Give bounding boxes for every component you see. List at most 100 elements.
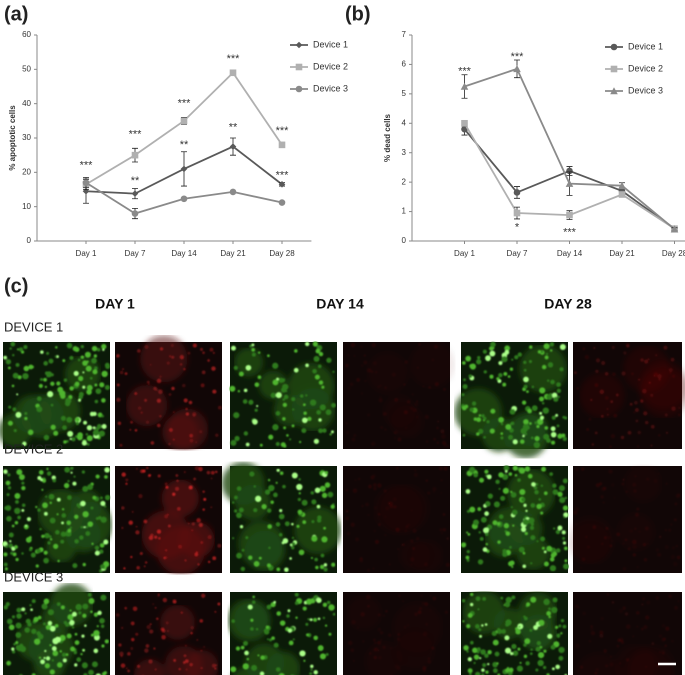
cell — [4, 567, 8, 571]
dead-cell — [406, 399, 411, 404]
dead-cell — [647, 542, 649, 545]
cell — [527, 473, 533, 479]
dead-cell — [625, 658, 630, 662]
cell — [80, 652, 83, 656]
cell — [93, 648, 99, 654]
cell — [326, 357, 332, 363]
cell — [73, 650, 78, 655]
cell — [86, 425, 93, 431]
dead-cell — [185, 408, 188, 411]
cell — [511, 509, 518, 516]
cell — [543, 649, 547, 653]
dead-cell — [377, 483, 382, 488]
cell — [502, 551, 508, 557]
cell — [57, 386, 64, 393]
cell — [536, 540, 539, 543]
dead-cell — [634, 407, 639, 412]
marker — [131, 190, 139, 197]
cell — [43, 550, 48, 555]
dead-cell — [217, 543, 222, 548]
cell — [46, 467, 49, 471]
cell — [63, 378, 68, 382]
dead-cell — [374, 641, 377, 644]
dead-cell — [445, 562, 450, 567]
legend-label: Device 3 — [313, 83, 348, 93]
dead-cell — [167, 513, 169, 516]
cell — [287, 609, 291, 613]
dead-cell — [590, 627, 593, 630]
x-tick-label: Day 28 — [269, 249, 295, 258]
cell — [236, 486, 242, 491]
cell — [74, 632, 78, 636]
dead-cell — [422, 668, 427, 673]
dead-cell — [613, 413, 618, 418]
cell — [272, 424, 279, 431]
cell — [493, 501, 500, 508]
dead-cell — [192, 343, 197, 348]
dead-cell — [441, 434, 446, 439]
cell — [35, 505, 38, 509]
cell — [511, 565, 514, 568]
cell — [329, 433, 332, 436]
dead-cell — [640, 399, 644, 403]
annotation: *** — [129, 128, 143, 140]
cell — [264, 629, 270, 635]
cell — [310, 664, 314, 669]
cell — [46, 375, 49, 378]
dead-cell — [632, 553, 636, 557]
cell — [21, 508, 25, 512]
cell — [551, 415, 556, 420]
cluster — [235, 484, 271, 521]
dead-cell — [362, 640, 365, 643]
cell — [550, 379, 555, 385]
cell — [305, 363, 309, 368]
cell — [268, 434, 274, 440]
dead-cell — [194, 552, 199, 557]
cell — [91, 542, 94, 545]
annotation: ** — [131, 175, 140, 187]
cell — [328, 632, 332, 636]
cell — [536, 503, 542, 510]
dead-cell — [378, 523, 381, 526]
cell — [535, 482, 539, 486]
dead-cell — [648, 381, 651, 384]
cell — [49, 501, 52, 505]
dead-cell — [352, 488, 358, 493]
dead-cell — [657, 374, 662, 379]
dead-cell — [640, 358, 644, 362]
cell — [73, 475, 76, 478]
dead-cell — [573, 371, 577, 375]
cell — [472, 519, 480, 526]
cell — [470, 640, 474, 645]
cell — [3, 355, 8, 360]
cell — [467, 533, 471, 536]
dead-cell — [632, 635, 635, 638]
dead-cell — [601, 486, 606, 492]
cell — [249, 471, 255, 477]
dead-cell — [657, 472, 660, 475]
cell — [318, 351, 324, 357]
dead-cell — [149, 629, 154, 634]
cells — [460, 341, 568, 449]
dead-cell — [619, 609, 623, 613]
haze — [383, 395, 416, 428]
cell — [500, 432, 504, 435]
cell — [556, 424, 560, 428]
dead-cell — [643, 625, 648, 630]
dead-cell — [413, 472, 418, 478]
cell — [22, 441, 27, 447]
dead-cell — [184, 659, 189, 664]
cell — [266, 563, 271, 568]
cell — [509, 546, 512, 549]
marker — [180, 165, 188, 173]
cell — [323, 526, 326, 530]
cell — [51, 646, 57, 651]
dead-cell — [644, 526, 649, 531]
dead-cell — [426, 440, 428, 443]
dead-cell — [632, 482, 637, 487]
x-tick-label: Day 21 — [609, 249, 635, 258]
cell — [473, 654, 480, 660]
cell — [21, 552, 24, 555]
dead-cell — [371, 343, 376, 348]
cell — [99, 549, 104, 554]
